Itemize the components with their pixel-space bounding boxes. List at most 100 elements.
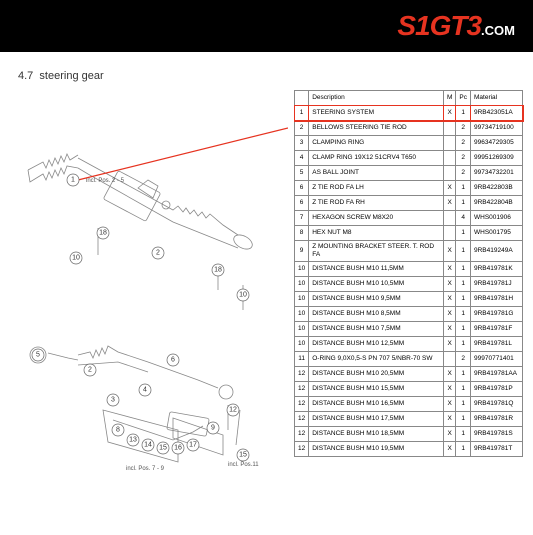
cell-mat: 9RB419781S: [471, 426, 523, 441]
cell-mat: 99734732201: [471, 166, 523, 181]
cell-desc: Z TIE ROD FA LH: [309, 181, 444, 196]
cell-mat: WHS001906: [471, 211, 523, 226]
cell-mat: 9RB419781T: [471, 441, 523, 456]
cell-m: [443, 151, 455, 166]
cell-desc: BELLOWS STEERING TIE ROD: [309, 121, 444, 136]
cell-pc: 1: [456, 411, 471, 426]
callout-number: 16: [174, 445, 182, 452]
cell-pos: 6: [295, 196, 309, 211]
cell-pos: 10: [295, 261, 309, 276]
callout-number: 15: [159, 445, 167, 452]
cell-pos: 12: [295, 366, 309, 381]
cell-m: X: [443, 181, 455, 196]
cell-pos: 10: [295, 336, 309, 351]
cell-m: X: [443, 381, 455, 396]
diagram-note-top: incl. Pos. 2 - 5: [86, 178, 125, 184]
callout-number: 4: [143, 387, 147, 394]
callout-number: 13: [129, 437, 137, 444]
cell-pos: 4: [295, 151, 309, 166]
cell-m: X: [443, 261, 455, 276]
table-row: 12DISTANCE BUSH M10 16,5MMX19RB419781Q: [295, 396, 523, 411]
cell-pc: 1: [456, 261, 471, 276]
callout-number: 12: [229, 407, 237, 414]
callout-group: 1181021810532481314151617961215: [32, 174, 249, 461]
callout-number: 10: [72, 255, 80, 262]
cell-mat: 99970771401: [471, 351, 523, 366]
cell-pc: 1: [456, 336, 471, 351]
callout-number: 2: [88, 367, 92, 374]
cell-desc: STEERING SYSTEM: [309, 106, 444, 121]
cell-mat: 9RB419249A: [471, 241, 523, 262]
cell-pos: 12: [295, 381, 309, 396]
cell-desc: DISTANCE BUSH M10 10,5MM: [309, 276, 444, 291]
cell-pc: 1: [456, 306, 471, 321]
cell-pos: 10: [295, 321, 309, 336]
table-row: 10DISTANCE BUSH M10 12,5MMX19RB419781L: [295, 336, 523, 351]
cell-mat: 99634729305: [471, 136, 523, 151]
logo-main: S1GT3: [397, 10, 481, 41]
section-title: 4.7 steering gear: [18, 70, 523, 82]
logo-suffix: .COM: [481, 23, 515, 38]
cell-m: X: [443, 106, 455, 121]
callout-number: 6: [171, 357, 175, 364]
table-row: 6Z TIE ROD FA LHX19RB422803B: [295, 181, 523, 196]
table-row: 2BELLOWS STEERING TIE ROD299734719100: [295, 121, 523, 136]
cell-pos: 9: [295, 241, 309, 262]
cell-mat: 9RB419781H: [471, 291, 523, 306]
table-row: 12DISTANCE BUSH M10 17,5MMX19RB419781R: [295, 411, 523, 426]
cell-pos: 3: [295, 136, 309, 151]
cell-desc: DISTANCE BUSH M10 16,5MM: [309, 396, 444, 411]
diagram-note-bl: incl. Pos. 7 - 9: [126, 466, 165, 472]
cell-pc: 4: [456, 211, 471, 226]
table-row: 4CLAMP RING 19X12 51CRV4 T65029995126930…: [295, 151, 523, 166]
cell-m: X: [443, 441, 455, 456]
cell-pc: 2: [456, 136, 471, 151]
cell-m: [443, 211, 455, 226]
diagram-note-br: incl. Pos.11: [228, 462, 259, 468]
cell-pos: 12: [295, 441, 309, 456]
cell-m: X: [443, 276, 455, 291]
table-row: 7HEXAGON SCREW M8X204WHS001906: [295, 211, 523, 226]
callout-number: 10: [239, 292, 247, 299]
cell-pos: 8: [295, 226, 309, 241]
table-row: 5AS BALL JOINT299734732201: [295, 166, 523, 181]
table-row: 12DISTANCE BUSH M10 19,5MMX19RB419781T: [295, 441, 523, 456]
cell-m: X: [443, 426, 455, 441]
cell-m: X: [443, 366, 455, 381]
cell-pc: 1: [456, 226, 471, 241]
cell-pc: 2: [456, 121, 471, 136]
cell-mat: 99734719100: [471, 121, 523, 136]
cell-pos: 1: [295, 106, 309, 121]
cell-pos: 2: [295, 121, 309, 136]
cell-pc: 1: [456, 241, 471, 262]
cell-pc: 1: [456, 196, 471, 211]
callout-number: 17: [189, 442, 197, 449]
cell-mat: 9RB419781G: [471, 306, 523, 321]
callout-number: 3: [111, 397, 115, 404]
cell-m: X: [443, 241, 455, 262]
th-mat: Material: [471, 91, 523, 106]
callout-number: 8: [116, 427, 120, 434]
cell-pc: 1: [456, 381, 471, 396]
section-number: 4.7: [18, 70, 33, 82]
cell-pc: 1: [456, 291, 471, 306]
cell-m: X: [443, 321, 455, 336]
table-row: 10DISTANCE BUSH M10 11,5MMX19RB419781K: [295, 261, 523, 276]
cell-pc: 2: [456, 351, 471, 366]
cell-m: X: [443, 196, 455, 211]
callout-number: 2: [156, 250, 160, 257]
callout-number: 18: [214, 267, 222, 274]
cell-pos: 10: [295, 306, 309, 321]
cell-m: [443, 166, 455, 181]
table-row: 6Z TIE ROD FA RHX19RB422804B: [295, 196, 523, 211]
cell-m: X: [443, 336, 455, 351]
th-desc: Description: [309, 91, 444, 106]
cell-pc: 1: [456, 321, 471, 336]
table-row: 10DISTANCE BUSH M10 8,5MMX19RB419781G: [295, 306, 523, 321]
cell-mat: 9RB423051A: [471, 106, 523, 121]
cell-mat: 99951269309: [471, 151, 523, 166]
cell-m: [443, 226, 455, 241]
cell-mat: 9RB419781P: [471, 381, 523, 396]
table-row: 1STEERING SYSTEMX19RB423051A: [295, 106, 523, 121]
cell-desc: Z TIE ROD FA RH: [309, 196, 444, 211]
